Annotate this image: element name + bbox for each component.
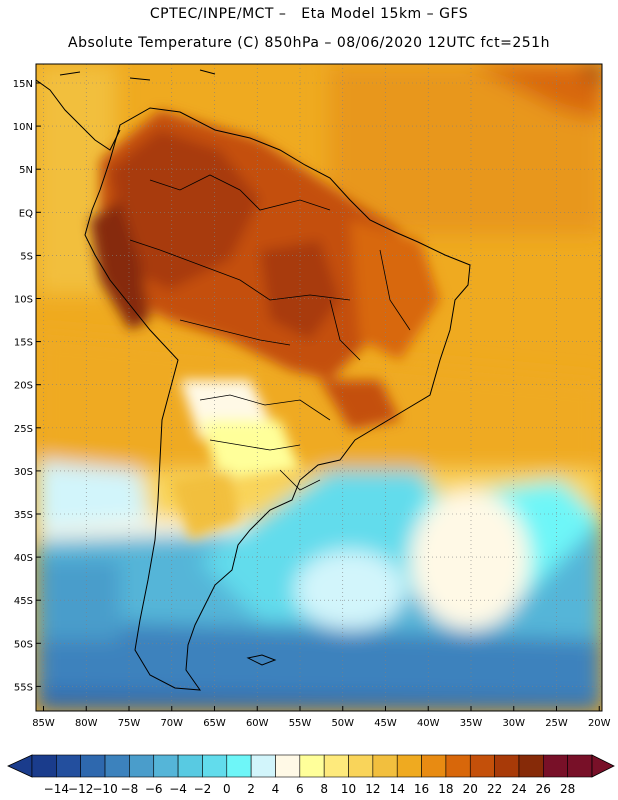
colorbar-tick-label: −8	[121, 782, 139, 796]
colorbar-swatch	[202, 754, 228, 778]
country-borders	[129, 174, 411, 491]
temperature-field	[36, 64, 602, 711]
colorbar-tick-label: 24	[511, 782, 526, 796]
latitude-label: 5S	[20, 251, 33, 262]
colorbar-swatch	[348, 754, 374, 778]
longitude-labels: 85W 80W 75W 70W 65W 60W 55W 50W 45W 40W 35W 30W 25W 2…	[32, 706, 611, 729]
colorbar-swatch	[372, 754, 398, 778]
colorbar-swatch	[494, 754, 520, 778]
longitude-label: 50W	[331, 718, 354, 729]
longitude-label: 85W	[32, 718, 55, 729]
latitude-label: 10N	[13, 122, 33, 133]
longitude-label: 40W	[417, 718, 440, 729]
colorbar-swatch	[567, 754, 593, 778]
colorbar-swatch	[31, 754, 57, 778]
colorbar-arrow-left	[7, 754, 33, 778]
latitude-label: 40S	[14, 553, 33, 564]
longitude-label: 20W	[588, 718, 611, 729]
colorbar-tick-label: 0	[223, 782, 231, 796]
colorbar: −14 −12 −10 −8 −6 −4 −2 0 2 4 6 8 10 12 14 16 18 20 22 24 26…	[7, 754, 615, 796]
title-line-1: CPTEC/INPE/MCT – Eta Model 15km – GFS	[149, 6, 469, 22]
colorbar-tick-label: 12	[365, 782, 380, 796]
colorbar-tick-label: 2	[247, 782, 255, 796]
latitude-labels: 15N 10N 5N EQ 5S 10S 15S 20S 25S 30S 35S 40S 45S 50S 5…	[13, 79, 41, 693]
colorbar-tick-label: −10	[92, 782, 117, 796]
longitude-label: 25W	[545, 718, 568, 729]
colorbar-tick-label: −6	[145, 782, 163, 796]
latitude-label: 15S	[14, 338, 33, 349]
map-frame	[35, 63, 603, 712]
colorbar-swatch	[177, 754, 203, 778]
colorbar-tick-label: −14	[44, 782, 69, 796]
longitude-label: 75W	[118, 718, 141, 729]
colorbar-tick-label: 26	[536, 782, 551, 796]
longitude-label: 60W	[246, 718, 269, 729]
colorbar-swatch	[469, 754, 495, 778]
colorbar-swatch	[56, 754, 81, 778]
latitude-label: 15N	[13, 79, 33, 90]
colorbar-tick-label: 14	[390, 782, 405, 796]
colorbar-swatch	[250, 754, 276, 778]
longitude-label: 65W	[203, 718, 226, 729]
longitude-label: 30W	[502, 718, 525, 729]
colorbar-tick-label: 8	[320, 782, 328, 796]
colorbar-tick-label: 16	[414, 782, 429, 796]
colorbar-swatch	[543, 754, 568, 778]
coastlines	[36, 69, 471, 691]
longitude-label: 70W	[160, 718, 183, 729]
colorbar-swatch	[299, 754, 325, 778]
latitude-label: 55S	[14, 682, 33, 693]
latitude-label: 10S	[14, 295, 33, 306]
latitude-label: 35S	[14, 510, 33, 521]
colorbar-swatch	[104, 754, 130, 778]
longitude-label: 55W	[289, 718, 312, 729]
longitude-label: 35W	[460, 718, 483, 729]
colorbar-tick-label: −2	[194, 782, 212, 796]
latitude-label: 50S	[14, 639, 33, 650]
colorbar-swatch	[80, 754, 106, 778]
colorbar-tick-label: 22	[487, 782, 502, 796]
falkland-islands	[246, 654, 277, 666]
latitude-label: 20S	[14, 381, 33, 392]
colorbar-tick-label: 6	[296, 782, 304, 796]
title-line-2: Absolute Temperature (C) 850hPa – 08/06/…	[68, 35, 550, 51]
colorbar-tick-label: 28	[560, 782, 575, 796]
colorbar-swatch	[129, 754, 155, 778]
longitude-label: 80W	[75, 718, 98, 729]
colorbar-swatch	[445, 754, 471, 778]
latitude-label: EQ	[19, 208, 33, 219]
latitude-label: 25S	[14, 424, 33, 435]
latitude-label: 5N	[19, 165, 33, 176]
colorbar-tick-label: 4	[272, 782, 280, 796]
colorbar-swatch	[226, 754, 252, 778]
colorbar-tick-label: 20	[463, 782, 478, 796]
colorbar-swatch	[153, 754, 179, 778]
colorbar-swatch	[323, 754, 349, 778]
south-america-coast	[84, 107, 471, 691]
central-america-coast	[36, 79, 121, 151]
colorbar-tick-label: −4	[169, 782, 187, 796]
latitude-label: 30S	[14, 467, 33, 478]
colorbar-swatch	[275, 754, 301, 778]
longitude-label: 45W	[374, 718, 397, 729]
colorbar-tick-label: 10	[341, 782, 356, 796]
colorbar-tick-label: 18	[438, 782, 453, 796]
colorbar-swatch	[518, 754, 544, 778]
colorbar-tick-label: −12	[68, 782, 93, 796]
colorbar-swatch	[421, 754, 447, 778]
colorbar-swatch	[396, 754, 422, 778]
caribbean-islands	[59, 69, 216, 81]
colorbar-arrow-right	[591, 754, 615, 778]
latitude-label: 45S	[14, 596, 33, 607]
